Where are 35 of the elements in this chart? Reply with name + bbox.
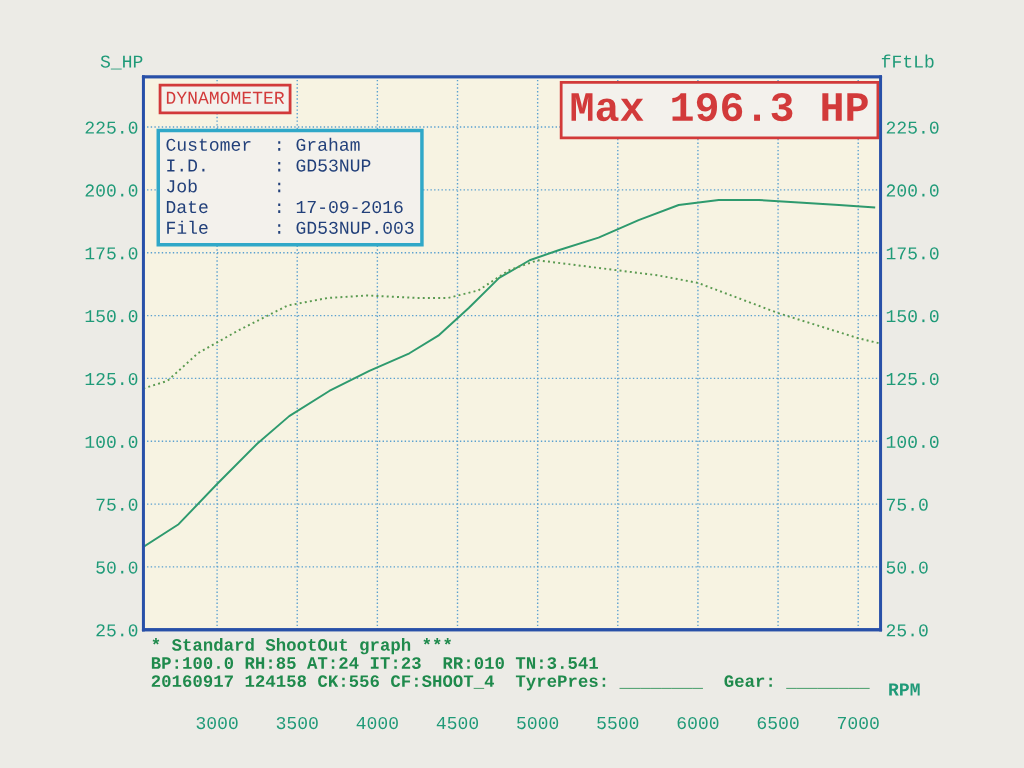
y2-tick-label: 150.0 xyxy=(886,310,939,323)
y2-tick-label: 225.0 xyxy=(886,121,939,134)
y2-tick-label: 25.0 xyxy=(886,624,928,637)
y2-tick-label: 200.0 xyxy=(886,184,939,197)
x-axis-title: RPM xyxy=(889,683,920,696)
y-tick-label: 50.0 xyxy=(96,561,138,574)
y-tick-label: 25.0 xyxy=(96,624,138,637)
line-series xyxy=(143,198,876,548)
x-tick-label: 3000 xyxy=(196,716,238,730)
y2-tick-label: 125.0 xyxy=(886,372,939,386)
y-tick-label: 125.0 xyxy=(85,372,138,386)
x-tick-label: 6000 xyxy=(677,716,719,730)
y-tick-label: 75.0 xyxy=(96,498,138,511)
annotation: Max 196.3 HP xyxy=(571,92,868,122)
text: * Standard ShootOut graph *** BP:100.0 RH:85 AT:24 IT:23 RR:010 TN:3.541 20160917 124158 CK:556 CF:SHOOT_4 TyrePres: ________ Gear: ________ xyxy=(151,638,870,691)
y2-tick-label: 175.0 xyxy=(886,247,939,260)
y-tick-label: 100.0 xyxy=(85,435,138,448)
x-tick-label: 6500 xyxy=(757,716,799,730)
x-tick-label: 4000 xyxy=(356,716,398,730)
x-tick-label: 4500 xyxy=(436,716,479,730)
y2-axis-title: fFtLb xyxy=(881,54,934,68)
y-axis-title: S_HP xyxy=(100,55,143,70)
x-tick-label: 3500 xyxy=(276,716,318,730)
y-tick-label: 150.0 xyxy=(85,310,138,323)
y2-tick-label: 100.0 xyxy=(886,435,939,448)
x-tick-label: 5500 xyxy=(597,716,639,730)
y2-tick-label: 75.0 xyxy=(886,498,928,511)
x-tick-label: 5000 xyxy=(517,716,559,730)
y-tick-label: 200.0 xyxy=(85,184,138,197)
y2-tick-label: 50.0 xyxy=(886,561,928,574)
y-tick-label: 175.0 xyxy=(85,247,138,260)
annotation: Customer : Graham I.D. : GD53NUP Job : Date : 17-09-2016 File : GD53NUP.003 xyxy=(166,137,414,234)
x-tick-label: 7000 xyxy=(837,716,879,730)
text: DYNAMOMETER xyxy=(166,91,285,104)
y-tick-label: 225.0 xyxy=(85,121,138,134)
